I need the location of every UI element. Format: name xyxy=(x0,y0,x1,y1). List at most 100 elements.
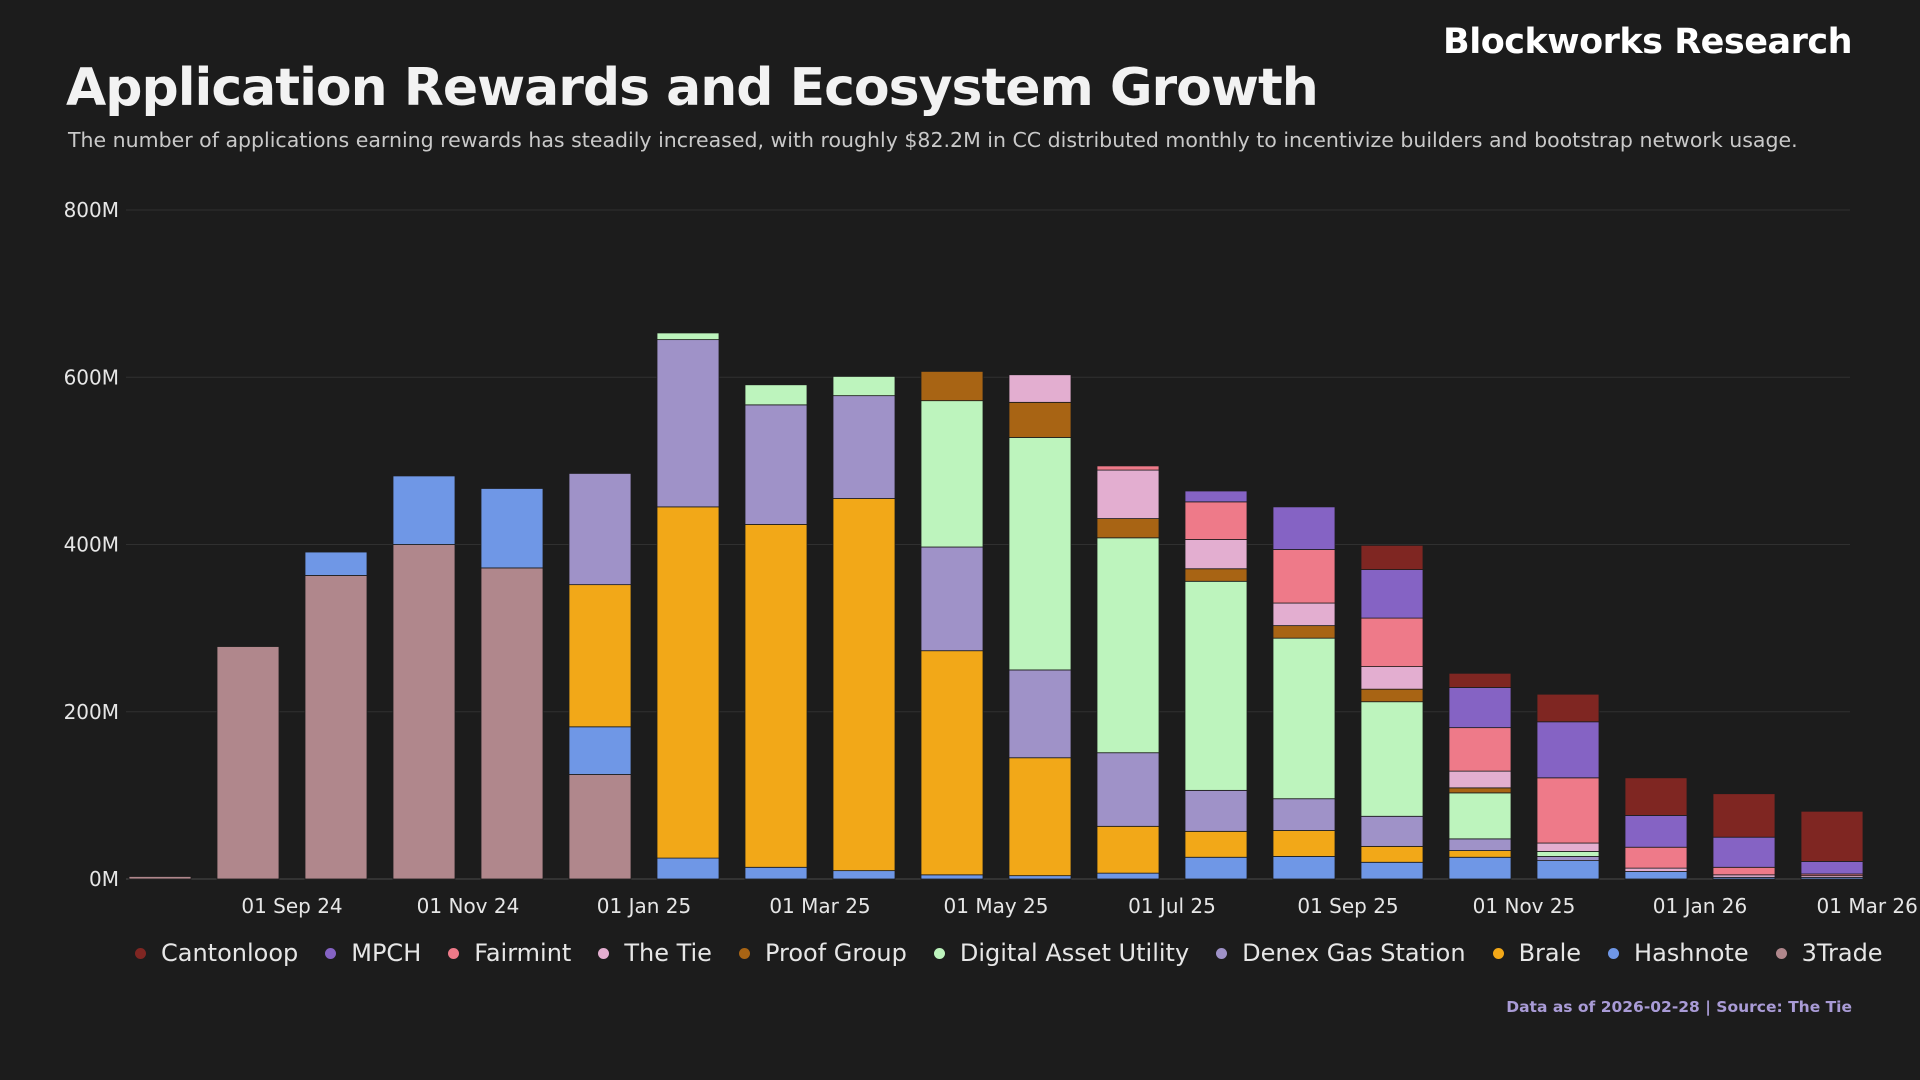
bar-segment-hashnote xyxy=(304,551,368,576)
legend-dot-icon xyxy=(325,947,337,959)
bar-segment-mpch xyxy=(1272,506,1336,550)
legend-label: Denex Gas Station xyxy=(1242,939,1466,967)
bar-segment-3trade xyxy=(392,544,456,880)
bar-segment-proof-group xyxy=(1448,787,1512,794)
legend-item-denex-gas-station: Denex Gas Station xyxy=(1216,939,1466,967)
bar-segment-brale xyxy=(568,584,632,728)
brand-logo: Blockworks Research xyxy=(1443,22,1852,62)
bar-segment-brale xyxy=(1360,845,1424,863)
bar-segment-digital-asset-utility xyxy=(832,376,896,397)
bar-segment-hashnote xyxy=(1272,856,1336,880)
legend-label: MPCH xyxy=(351,939,422,967)
bar-segment-cantonloop xyxy=(1712,793,1776,838)
bar-segment-mpch xyxy=(1712,836,1776,868)
bar-segment-fairmint xyxy=(1448,727,1512,772)
bar-segment-mpch xyxy=(1624,815,1688,848)
bar-segment-denex-gas-station xyxy=(1184,789,1248,832)
legend-label: Fairmint xyxy=(474,939,572,967)
bar-segment-mpch xyxy=(1448,687,1512,729)
bar-segment-proof-group xyxy=(1008,401,1072,438)
legend-dot-icon xyxy=(1492,947,1504,959)
legend-item-mpch: MPCH xyxy=(325,939,421,967)
bar-segment-brale xyxy=(1008,757,1072,877)
x-tick-label: 01 Jan 26 xyxy=(1653,894,1747,918)
bar-segment-digital-asset-utility xyxy=(656,332,720,341)
bar-segment-mpch xyxy=(1360,569,1424,619)
x-tick-label: 01 Mar 25 xyxy=(769,894,870,918)
bar-segment-proof-group xyxy=(1184,568,1248,582)
bar-segment-the-tie xyxy=(1624,867,1688,872)
bar-segment-digital-asset-utility xyxy=(1536,851,1600,857)
legend-item-hashnote: Hashnote xyxy=(1608,939,1749,967)
bar-segment-digital-asset-utility xyxy=(1272,637,1336,800)
bars xyxy=(128,332,1864,880)
chart-legend: Cantonloop MPCH Fairmint The Tie Proof Group… xyxy=(135,939,1910,967)
bar-segment-the-tie xyxy=(1448,770,1512,789)
bar-segment-cantonloop xyxy=(1624,777,1688,816)
bar-segment-denex-gas-station xyxy=(656,339,720,508)
bar-segment-the-tie xyxy=(1184,539,1248,570)
bar-segment-denex-gas-station xyxy=(1448,838,1512,851)
legend-dot-icon xyxy=(1775,947,1787,959)
bar-segment-3trade xyxy=(480,567,544,880)
legend-item-brale: Brale xyxy=(1492,939,1582,967)
legend-dot-icon xyxy=(135,947,146,959)
bar-segment-hashnote xyxy=(920,874,984,880)
legend-label: Brale xyxy=(1518,939,1582,967)
bar-segment-denex-gas-station xyxy=(1272,798,1336,831)
bar-segment-fairmint xyxy=(1184,501,1248,540)
bar-segment-denex-gas-station xyxy=(1360,815,1424,847)
bar-segment-fairmint xyxy=(1712,866,1776,876)
legend-label: Cantonloop xyxy=(161,939,299,967)
bar-segment-digital-asset-utility xyxy=(1184,580,1248,791)
bar-segment-brale xyxy=(656,506,720,859)
bar-segment-hashnote xyxy=(832,870,896,880)
bar-segment-brale xyxy=(920,650,984,876)
legend-item-3trade: 3Trade xyxy=(1775,939,1883,967)
legend-label: Digital Asset Utility xyxy=(959,939,1190,967)
bar-segment-proof-group xyxy=(1272,625,1336,639)
bar-segment-proof-group xyxy=(1360,688,1424,703)
bar-segment-denex-gas-station xyxy=(832,395,896,499)
legend-label: 3Trade xyxy=(1801,939,1883,967)
bar-segment-mpch xyxy=(1184,490,1248,503)
bar-segment-hashnote xyxy=(392,475,456,545)
bar-segment-digital-asset-utility xyxy=(920,400,984,548)
bar-segment-brale xyxy=(1448,850,1512,858)
bar-segment-cantonloop xyxy=(1536,693,1600,723)
bar-segment-3trade xyxy=(304,575,368,880)
y-tick-label: 600M xyxy=(64,365,119,389)
chart-subtitle: The number of applications earning rewar… xyxy=(68,128,1798,152)
y-tick-label: 0M xyxy=(89,867,119,891)
bar-segment-denex-gas-station xyxy=(1008,669,1072,759)
bar-segment-brale xyxy=(744,524,808,868)
legend-dot-icon xyxy=(1608,947,1620,959)
bar-segment-hashnote xyxy=(1624,871,1688,880)
x-tick-label: 01 May 25 xyxy=(944,894,1049,918)
x-tick-label: 01 Mar 26 xyxy=(1817,894,1918,918)
bar-segment-fairmint xyxy=(1536,777,1600,844)
bar-segment-digital-asset-utility xyxy=(1096,537,1160,754)
bar-segment-fairmint xyxy=(1096,465,1160,471)
bar-segment-hashnote xyxy=(656,857,720,880)
bar-segment-3trade xyxy=(216,646,280,880)
y-tick-label: 200M xyxy=(64,700,119,724)
x-tick-label: 01 Nov 25 xyxy=(1473,894,1576,918)
bar-segment-cantonloop xyxy=(1448,672,1512,688)
bar-segment-digital-asset-utility xyxy=(1448,792,1512,840)
bar-segment-digital-asset-utility xyxy=(1008,437,1072,671)
bar-segment-cantonloop xyxy=(1800,810,1864,862)
x-tick-label: 01 Jan 25 xyxy=(597,894,691,918)
bar-segment-fairmint xyxy=(1272,549,1336,604)
bar-segment-3trade xyxy=(568,774,632,880)
bar-segment-the-tie xyxy=(1536,842,1600,852)
legend-label: Hashnote xyxy=(1634,939,1749,967)
legend-item-the-tie: The Tie xyxy=(598,939,712,967)
x-tick-label: 01 Nov 24 xyxy=(417,894,520,918)
bar-segment-the-tie xyxy=(1272,602,1336,627)
bar-segment-denex-gas-station xyxy=(744,404,808,525)
y-tick-label: 400M xyxy=(64,533,119,557)
bar-segment-3trade xyxy=(128,876,192,880)
legend-item-proof-group: Proof Group xyxy=(738,939,907,967)
